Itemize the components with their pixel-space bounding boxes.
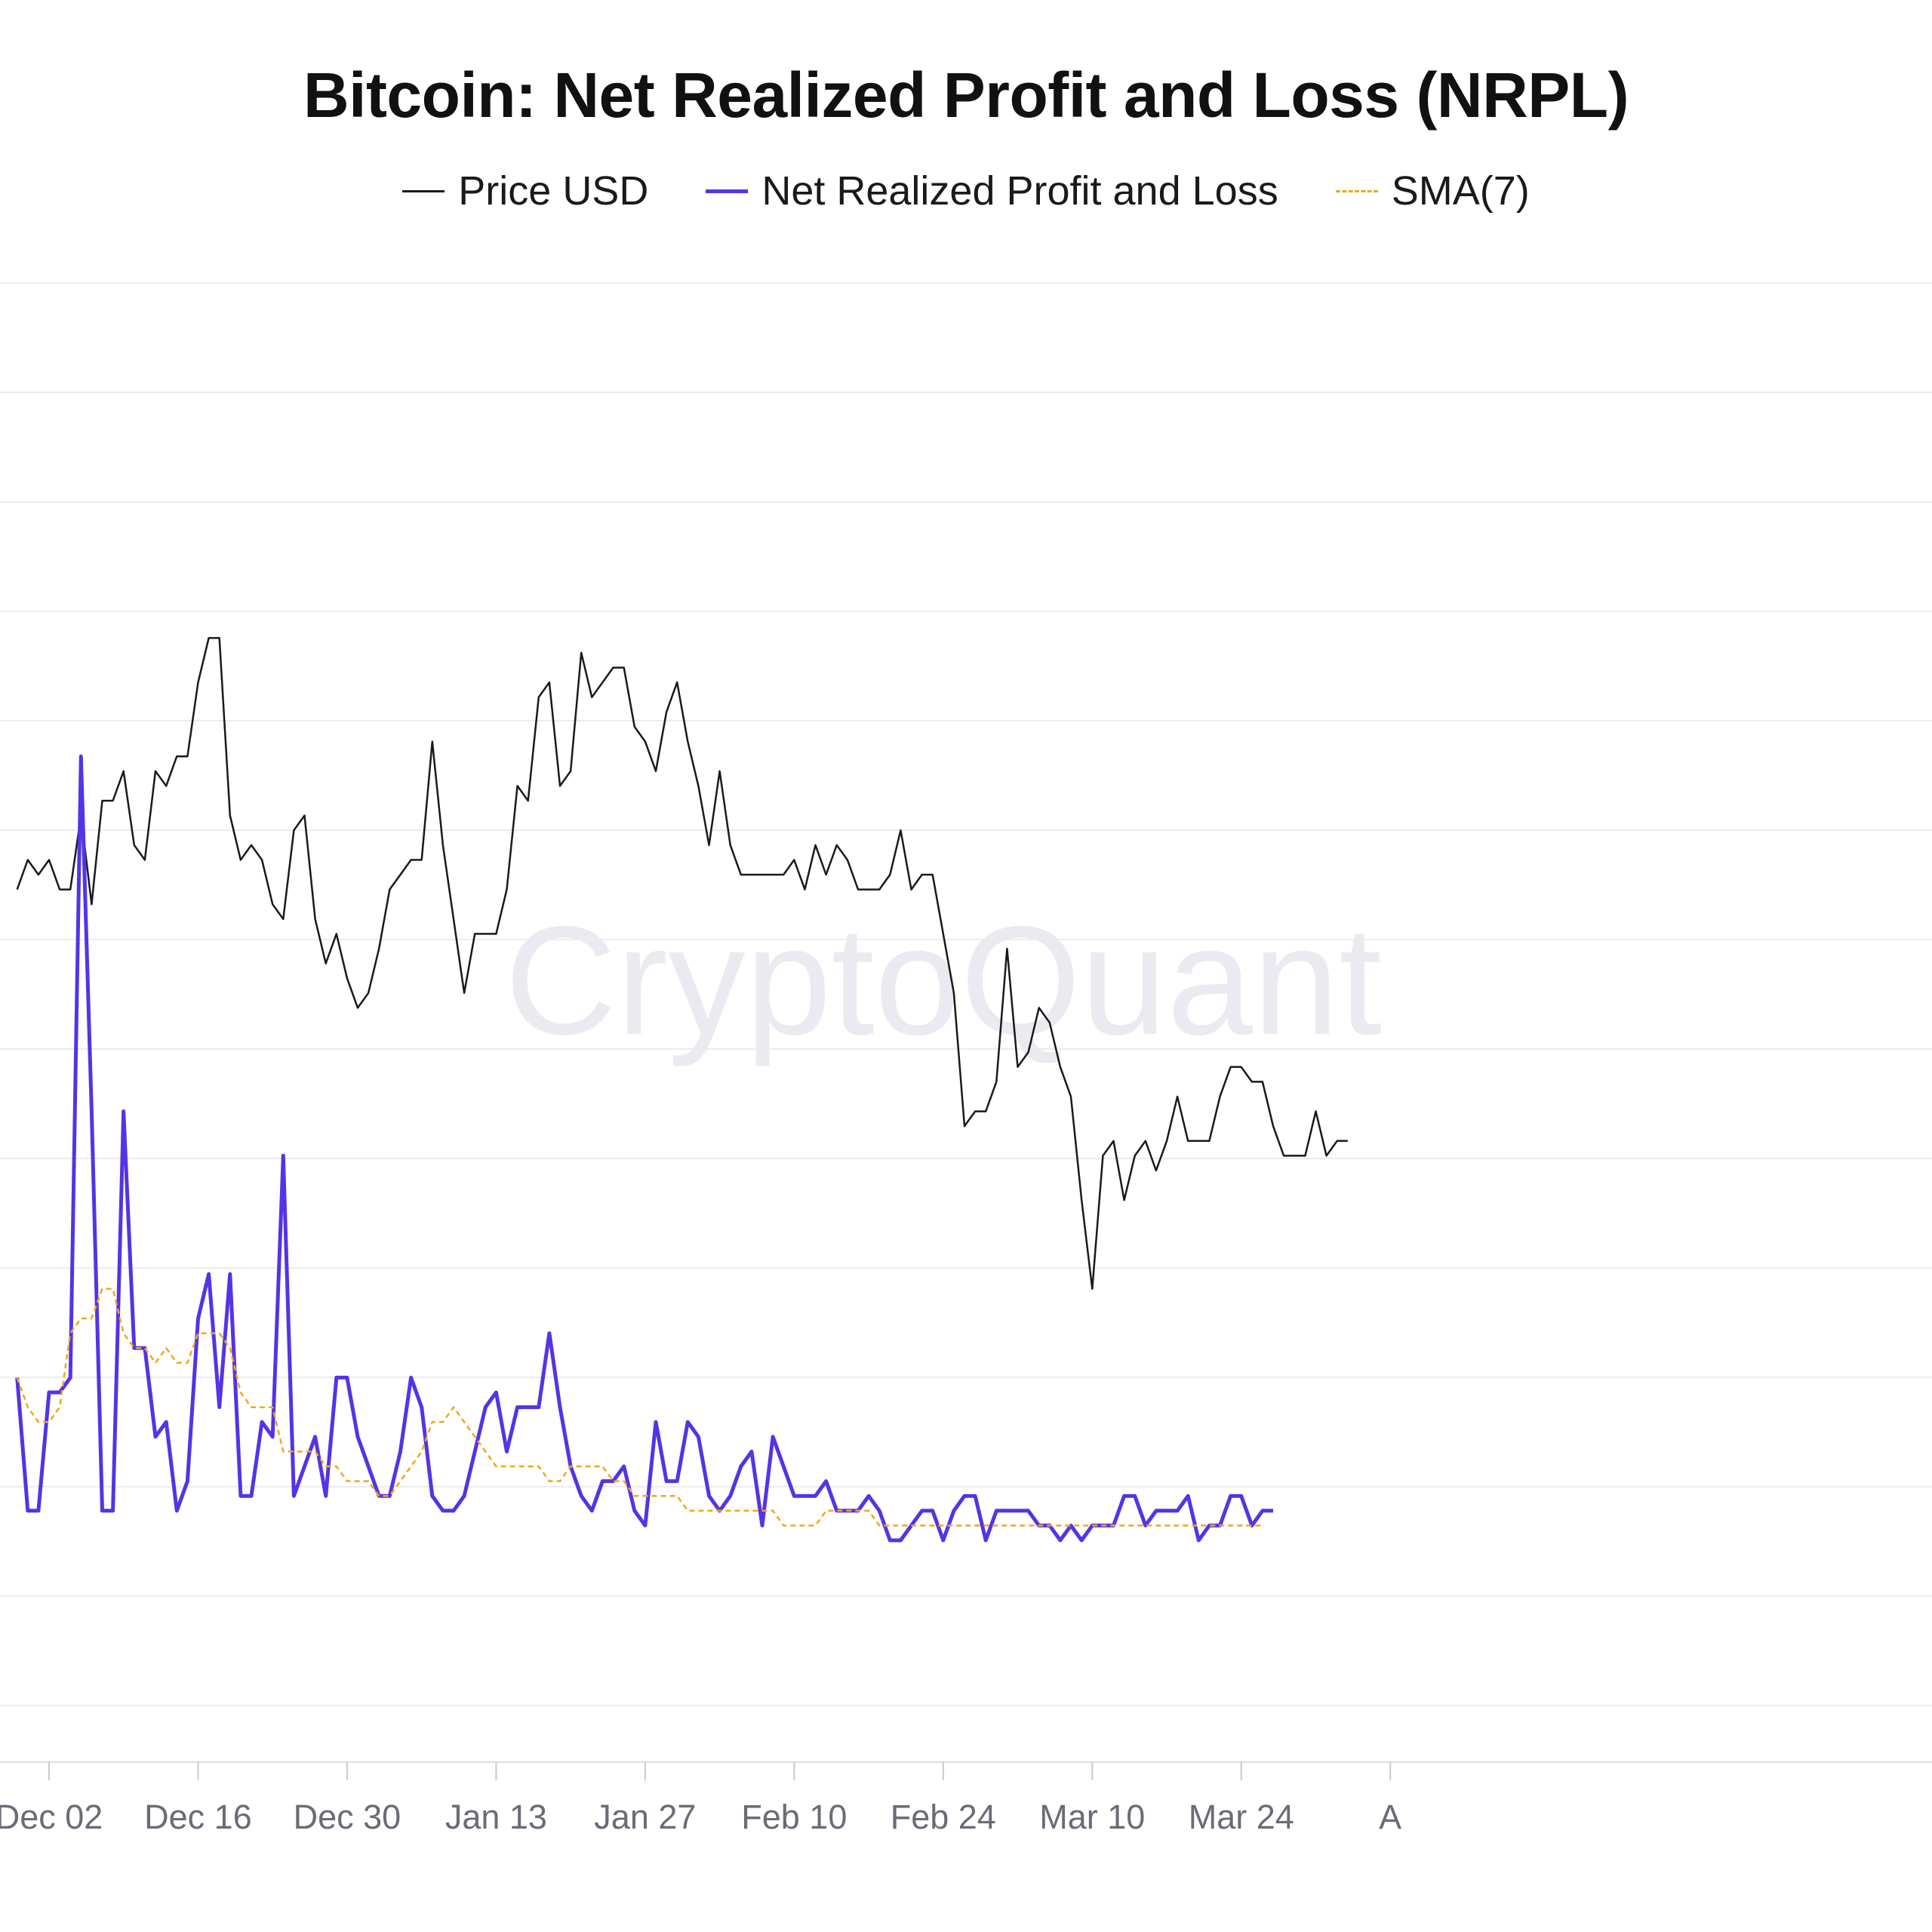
grid (0, 282, 1932, 1706)
series-line-net-realized-profit-and-loss (15, 754, 1273, 1543)
legend-item-sma[interactable]: SMA(7) (1335, 168, 1530, 214)
series-line-price-usd (16, 637, 1348, 1291)
x-tick-label: Dec 16 (144, 1798, 252, 1836)
x-tick-label: Feb 24 (891, 1798, 996, 1836)
legend: Price USD Net Realized Profit and Loss S… (0, 168, 1932, 214)
legend-swatch-sma (1335, 189, 1378, 192)
legend-label-price: Price USD (458, 168, 649, 214)
x-tick-label: Dec 02 (0, 1798, 103, 1836)
x-tick-label: Mar 24 (1189, 1798, 1294, 1836)
x-tick-label: Jan 27 (594, 1798, 696, 1836)
x-tick-label: A (1379, 1798, 1401, 1836)
x-tick-label: Dec 30 (294, 1798, 401, 1836)
legend-item-nrpl[interactable]: Net Realized Profit and Loss (706, 168, 1278, 214)
chart-title: Bitcoin: Net Realized Profit and Loss (N… (303, 60, 1629, 131)
legend-swatch-price (402, 189, 445, 192)
x-tick-label: Mar 10 (1039, 1798, 1145, 1836)
legend-label-nrpl: Net Realized Profit and Loss (761, 168, 1278, 214)
watermark: CryptoQuant (505, 894, 1382, 1067)
legend-item-price[interactable]: Price USD (402, 168, 648, 214)
legend-label-sma: SMA(7) (1391, 168, 1530, 214)
series-group (15, 637, 1348, 1543)
legend-swatch-nrpl (706, 189, 749, 193)
x-tick-label: Jan 13 (445, 1798, 547, 1836)
x-tick-label: Feb 10 (741, 1798, 847, 1836)
series-line-sma-7 (16, 1287, 1263, 1527)
x-axis: Dec 02 Dec 16 Dec 30 Jan 13 Jan 27 Feb 10 Feb … (0, 1761, 1932, 1836)
